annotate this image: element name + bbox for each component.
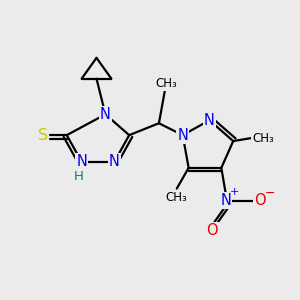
Text: −: −: [265, 187, 276, 200]
Text: CH₃: CH₃: [155, 76, 177, 90]
Text: O: O: [254, 193, 266, 208]
Text: N: N: [177, 128, 188, 142]
Text: N: N: [100, 107, 111, 122]
Text: N: N: [220, 193, 231, 208]
Text: N: N: [109, 154, 120, 169]
Text: H: H: [74, 170, 84, 183]
Text: CH₃: CH₃: [166, 191, 188, 204]
Text: S: S: [38, 128, 48, 142]
Text: N: N: [204, 113, 215, 128]
Text: CH₃: CH₃: [252, 132, 274, 145]
Text: +: +: [230, 187, 239, 196]
Text: N: N: [76, 154, 87, 169]
Text: O: O: [207, 223, 218, 238]
